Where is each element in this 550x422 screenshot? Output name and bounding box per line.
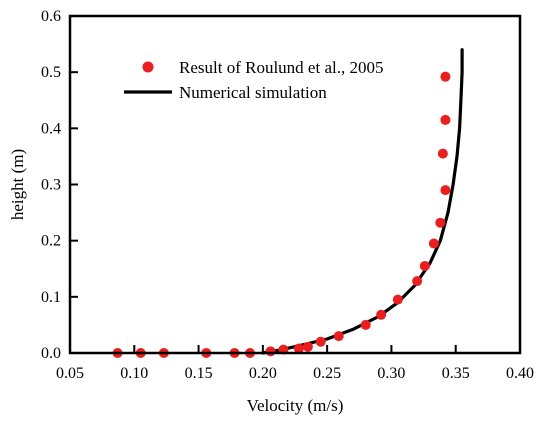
legend-label-roulund: Result of Roulund et al., 2005 [179, 58, 383, 77]
data-point [392, 294, 403, 305]
y-tick-label: 0.3 [41, 177, 61, 194]
data-point [302, 341, 313, 352]
data-point [315, 336, 326, 347]
y-tick-label: 0.4 [41, 120, 61, 137]
data-point [440, 114, 451, 125]
y-tick-label: 0.0 [41, 345, 61, 362]
x-tick-label: 0.05 [56, 365, 84, 382]
data-point [376, 309, 387, 320]
data-point [428, 238, 439, 249]
legend-label-simulation: Numerical simulation [179, 83, 327, 102]
x-axis-title: Velocity (m/s) [247, 396, 344, 415]
x-tick-label: 0.25 [313, 365, 341, 382]
data-point [419, 260, 430, 271]
data-point [435, 217, 446, 228]
y-tick-label: 0.1 [41, 289, 61, 306]
x-tick-label: 0.35 [442, 365, 470, 382]
data-point [360, 319, 371, 330]
y-tick-label: 0.5 [41, 64, 61, 81]
x-tick-label: 0.30 [377, 365, 405, 382]
data-point [440, 185, 451, 196]
x-tick-label: 0.15 [185, 365, 213, 382]
y-axis-title: height (m) [8, 149, 27, 220]
y-tick-label: 0.2 [41, 233, 61, 250]
y-tick-label: 0.6 [41, 8, 61, 25]
axes: 0.05 0.10 0.15 0.20 0.25 0.30 0.35 0.40 0.0 0.1 0.… [41, 8, 534, 382]
data-point [265, 346, 276, 357]
x-tick-label: 0.10 [120, 365, 148, 382]
data-point [440, 71, 451, 82]
x-tick-label: 0.20 [249, 365, 277, 382]
data-point [293, 343, 304, 354]
data-point [333, 331, 344, 342]
legend: Result of Roulund et al., 2005 Numerical… [124, 58, 383, 102]
legend-marker-roulund [142, 61, 154, 73]
data-point [437, 148, 448, 159]
x-tick-label: 0.40 [506, 365, 534, 382]
data-point [412, 276, 423, 287]
